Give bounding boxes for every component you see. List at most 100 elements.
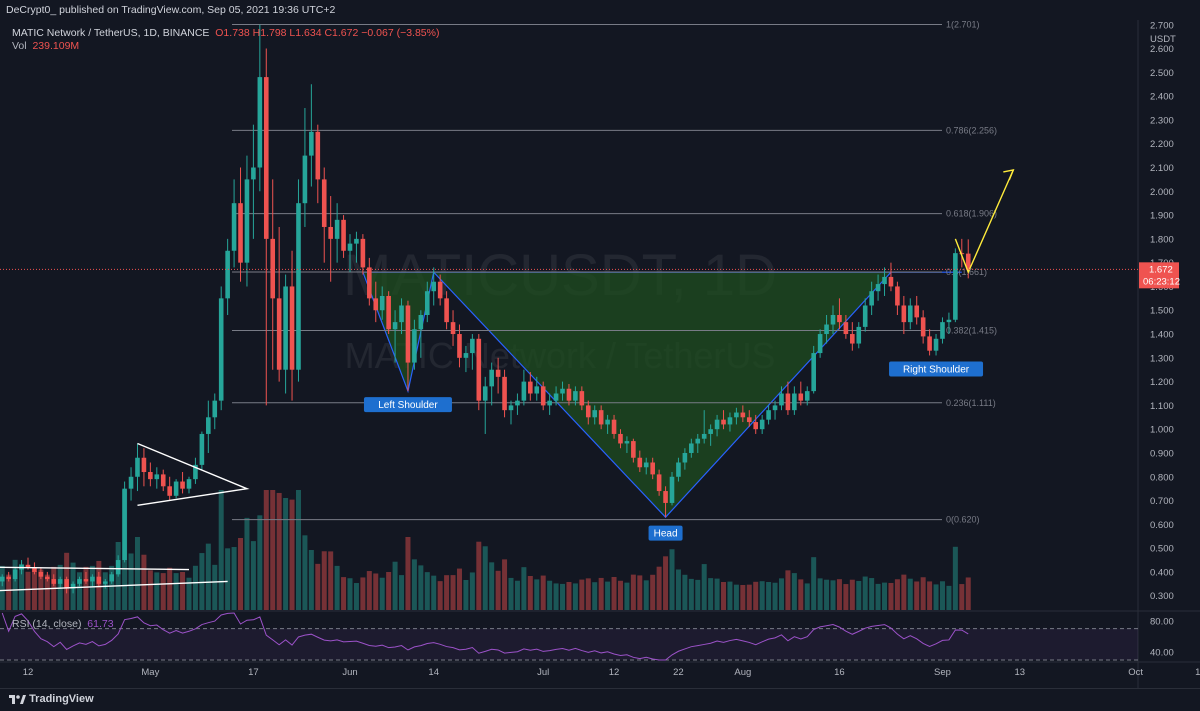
candle-body	[148, 472, 153, 480]
candle-body	[341, 219, 346, 251]
volume-bar	[192, 565, 198, 610]
volume-bar	[830, 580, 836, 610]
pattern-label-text: Left Shoulder	[378, 400, 438, 411]
volume-bar	[540, 575, 546, 610]
high-value: H1.798	[252, 27, 287, 39]
volume-bar	[817, 578, 823, 610]
time-tick-label: Sep	[934, 667, 951, 678]
candle-body	[77, 579, 82, 584]
candle-body	[160, 474, 166, 487]
volume-bar	[637, 575, 643, 610]
currency-label: USDT	[1150, 34, 1176, 45]
candle-body	[708, 429, 713, 434]
candle-body	[225, 250, 230, 299]
volume-bar	[302, 535, 308, 610]
candle-body	[32, 567, 37, 572]
candle-body	[914, 305, 920, 318]
price-tick-label: 0.700	[1150, 496, 1174, 507]
candle-body	[547, 400, 552, 406]
volume-bar	[418, 565, 424, 610]
volume-bar	[675, 569, 681, 610]
candle-body	[321, 179, 327, 227]
candle-body	[573, 391, 578, 401]
candle-body	[238, 203, 243, 263]
rsi-label: RSI (14, close)	[12, 618, 82, 630]
volume-bar	[469, 572, 475, 610]
candle-body	[173, 481, 179, 496]
candle-body	[167, 486, 172, 496]
time-tick-label: 22	[673, 667, 684, 678]
candle-body	[51, 579, 57, 584]
volume-bar	[772, 582, 778, 610]
candle-body	[766, 410, 771, 420]
volume-bar	[914, 581, 920, 610]
volume-bar	[669, 549, 675, 610]
candle-body	[270, 238, 276, 299]
volume-bar	[663, 556, 669, 610]
candle-body	[862, 305, 868, 327]
publisher-caption: DeCrypt0_ published on TradingView.com, …	[6, 4, 336, 16]
time-tick-label: 16	[834, 667, 845, 678]
volume-bar	[714, 578, 720, 610]
candle-body	[482, 386, 488, 401]
pattern-label-box	[648, 525, 683, 541]
candle-body	[869, 291, 874, 306]
volume-legend: Vol 239.109M	[12, 40, 79, 52]
volume-bar	[308, 550, 314, 610]
rsi-tick-label: 80.00	[1150, 616, 1174, 627]
price-tick-label: 1.100	[1150, 401, 1174, 412]
fib-level-label: 0.618(1.906)	[946, 209, 997, 219]
candle-body	[283, 286, 288, 370]
volume-bar	[31, 571, 37, 610]
price-tick-label: 2.400	[1150, 92, 1174, 103]
candle-body	[676, 462, 681, 477]
candle-body	[257, 77, 263, 168]
price-tick-label: 2.500	[1150, 68, 1174, 79]
candle-body	[457, 334, 462, 358]
volume-bar	[199, 553, 205, 610]
volume-bar	[366, 571, 372, 610]
volume-bar	[250, 541, 256, 610]
pattern-label-box	[363, 397, 452, 413]
time-tick-label: 17	[248, 667, 259, 678]
volume-bar	[244, 517, 250, 610]
time-tick-label: Jun	[342, 667, 357, 678]
price-tick-label: 2.700	[1150, 20, 1174, 31]
volume-bar	[315, 563, 321, 610]
volume-bar	[572, 583, 578, 610]
volume-bar	[482, 546, 488, 610]
volume-bar	[205, 543, 211, 610]
volume-bar	[77, 572, 83, 610]
rsi-band	[0, 628, 1138, 660]
candle-body	[804, 391, 810, 401]
candle-body	[418, 315, 424, 330]
price-tick-label: 2.600	[1150, 44, 1174, 55]
volume-bar	[0, 565, 5, 610]
volume-bar	[12, 559, 18, 610]
volume-bar	[708, 578, 714, 610]
rsi-tick-label: 40.00	[1150, 648, 1174, 659]
candle-body	[740, 412, 746, 418]
price-tick-label: 1.500	[1150, 306, 1174, 317]
candle-body	[682, 452, 688, 463]
candle-body	[798, 393, 804, 401]
volume-bar	[495, 570, 501, 610]
time-tick-label: May	[141, 667, 159, 678]
volume-bar	[450, 575, 456, 610]
volume-bar	[650, 574, 656, 610]
tradingview-logo-icon	[9, 695, 26, 705]
volume-bar	[798, 579, 804, 610]
candle-body	[502, 376, 507, 411]
candle-body	[689, 443, 694, 453]
volume-bar	[386, 572, 392, 610]
current-price-tag	[1139, 262, 1179, 289]
candle-body	[392, 322, 398, 330]
volume-bar	[341, 577, 347, 610]
candle-body	[328, 226, 333, 239]
candle-body	[424, 291, 430, 315]
candle-body	[57, 579, 63, 584]
volume-bar	[875, 583, 881, 610]
tradingview-brand[interactable]: TradingView	[8, 693, 94, 705]
